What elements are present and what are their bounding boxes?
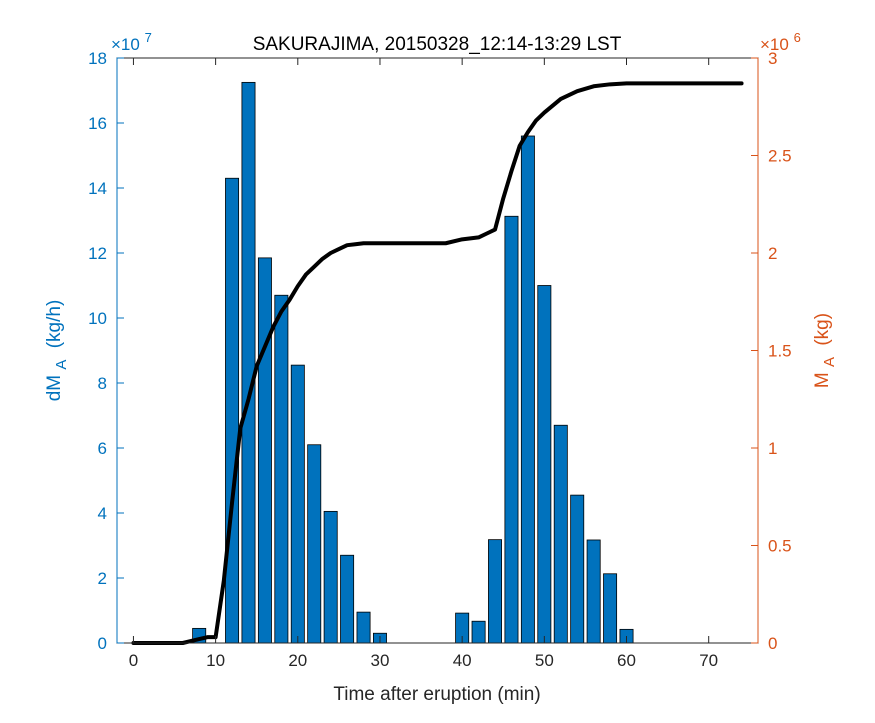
x-tick-label: 70: [699, 651, 718, 670]
left-exponent-power: 7: [145, 30, 152, 45]
left-tick-label: 0: [98, 634, 107, 653]
right-y-axis: 0 0.5 1 1.5 2 2.5 3: [751, 49, 792, 653]
bar: [471, 620, 486, 644]
right-exponent-base: ×10: [760, 35, 789, 54]
left-tick-label: 14: [88, 179, 107, 198]
x-tick-label: 20: [288, 651, 307, 670]
left-tick-label: 12: [88, 244, 107, 263]
left-axis-label: dM A (kg/h): [44, 300, 71, 402]
right-tick-label: 2.5: [768, 147, 792, 166]
left-tick-label: 18: [88, 49, 107, 68]
right-tick-label: 0: [768, 634, 777, 653]
left-label-subscript: A: [53, 360, 70, 370]
right-tick-label: 0.5: [768, 537, 792, 556]
left-label-units: (kg/h): [44, 300, 65, 349]
bar: [323, 510, 338, 644]
x-tick-label: 10: [206, 651, 225, 670]
x-tick-label: 60: [617, 651, 636, 670]
bar: [553, 424, 568, 644]
x-tick-label: 40: [453, 651, 472, 670]
right-label-subscript: A: [821, 357, 838, 367]
bar: [274, 294, 289, 644]
right-tick-label: 1: [768, 439, 777, 458]
left-exponent-base: ×10: [111, 35, 140, 54]
bar: [340, 554, 355, 644]
left-tick-label: 16: [88, 114, 107, 133]
line-layer: [131, 81, 744, 645]
right-label-units: (kg): [812, 313, 833, 346]
plot-frame: [116, 57, 759, 644]
x-tick-label: 0: [129, 651, 138, 670]
x-axis: 0 10 20 30 40 50 60 70: [129, 58, 718, 670]
bar: [307, 444, 322, 644]
x-tick-label: 50: [535, 651, 554, 670]
left-tick-label: 2: [98, 569, 107, 588]
x-tick-label: 30: [371, 651, 390, 670]
bar: [488, 539, 503, 644]
bar: [257, 257, 272, 644]
left-tick-label: 4: [98, 504, 107, 523]
left-axis-exponent: ×10 7: [111, 30, 152, 54]
left-y-axis: 0 2 4 6 8 10 12 14 16 18: [88, 49, 124, 653]
right-tick-label: 3: [768, 49, 777, 68]
left-label-main: dM: [44, 375, 65, 401]
right-axis-label: M A (kg): [812, 313, 839, 388]
right-tick-label: 1.5: [768, 342, 792, 361]
bar: [520, 135, 535, 644]
left-tick-label: 8: [98, 374, 107, 393]
bar: [225, 177, 240, 644]
left-tick-label: 10: [88, 309, 107, 328]
cumulative-mass-line: [131, 81, 744, 645]
left-tick-label: 6: [98, 439, 107, 458]
x-axis-label: Time after eruption (min): [333, 684, 540, 705]
right-axis-exponent: ×10 6: [760, 30, 801, 54]
right-label-main: M: [812, 372, 833, 388]
bar: [586, 539, 601, 644]
chart-title: SAKURAJIMA, 20150328_12:14-13:29 LST: [253, 34, 622, 55]
bar: [290, 364, 305, 644]
bar: [504, 215, 519, 644]
right-exponent-power: 6: [794, 30, 801, 45]
right-tick-label: 2: [768, 244, 777, 263]
bar: [356, 611, 371, 644]
bar: [570, 494, 585, 644]
bar: [537, 285, 552, 644]
bar: [241, 81, 256, 644]
bars-layer: [192, 81, 634, 644]
bar: [603, 573, 618, 644]
